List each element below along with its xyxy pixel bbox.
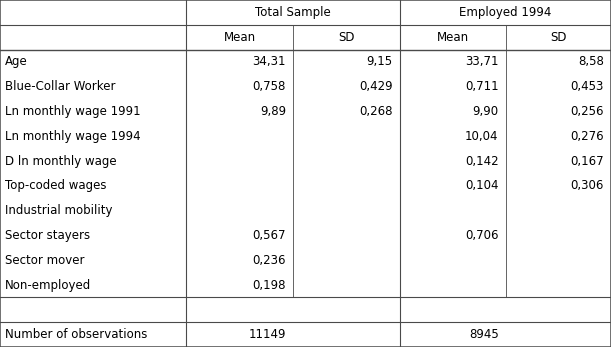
Text: 9,89: 9,89	[260, 105, 286, 118]
Text: 0,306: 0,306	[570, 179, 604, 192]
Text: 0,429: 0,429	[359, 80, 393, 93]
Text: 11149: 11149	[249, 328, 286, 341]
Text: 8945: 8945	[469, 328, 499, 341]
Text: Blue-Collar Worker: Blue-Collar Worker	[5, 80, 115, 93]
Text: 9,90: 9,90	[472, 105, 499, 118]
Text: 0,142: 0,142	[465, 155, 499, 168]
Text: 0,276: 0,276	[570, 130, 604, 143]
Text: 9,15: 9,15	[367, 56, 393, 68]
Text: SD: SD	[550, 31, 567, 44]
Text: 0,758: 0,758	[252, 80, 286, 93]
Text: Mean: Mean	[224, 31, 256, 44]
Text: SD: SD	[338, 31, 355, 44]
Text: 10,04: 10,04	[465, 130, 499, 143]
Text: 0,236: 0,236	[252, 254, 286, 267]
Text: Employed 1994: Employed 1994	[459, 6, 552, 19]
Text: 0,567: 0,567	[252, 229, 286, 242]
Text: Total Sample: Total Sample	[255, 6, 331, 19]
Text: 0,256: 0,256	[570, 105, 604, 118]
Text: Industrial mobility: Industrial mobility	[5, 204, 112, 217]
Text: 0,706: 0,706	[465, 229, 499, 242]
Text: Sector mover: Sector mover	[5, 254, 84, 267]
Text: Sector stayers: Sector stayers	[5, 229, 90, 242]
Text: 34,31: 34,31	[252, 56, 286, 68]
Text: Mean: Mean	[437, 31, 469, 44]
Text: Number of observations: Number of observations	[5, 328, 147, 341]
Text: Ln monthly wage 1991: Ln monthly wage 1991	[5, 105, 141, 118]
Text: Age: Age	[5, 56, 27, 68]
Text: 0,453: 0,453	[570, 80, 604, 93]
Text: 0,104: 0,104	[465, 179, 499, 192]
Text: Top-coded wages: Top-coded wages	[5, 179, 106, 192]
Text: 0,268: 0,268	[359, 105, 393, 118]
Text: Non-employed: Non-employed	[5, 279, 91, 291]
Text: 0,711: 0,711	[465, 80, 499, 93]
Text: 33,71: 33,71	[465, 56, 499, 68]
Text: Ln monthly wage 1994: Ln monthly wage 1994	[5, 130, 141, 143]
Text: D ln monthly wage: D ln monthly wage	[5, 155, 117, 168]
Text: 8,58: 8,58	[578, 56, 604, 68]
Text: 0,167: 0,167	[570, 155, 604, 168]
Text: 0,198: 0,198	[252, 279, 286, 291]
